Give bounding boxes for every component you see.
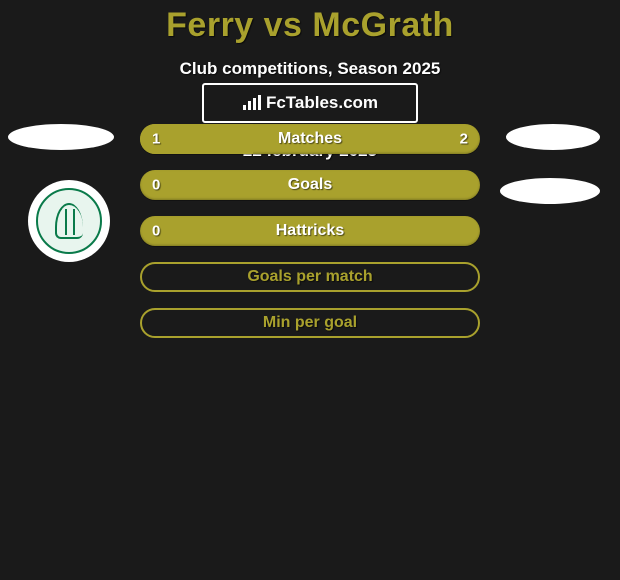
stat-left-value: 0 — [152, 177, 160, 194]
stat-bar-hattricks: 0 Hattricks — [140, 216, 480, 246]
bar-chart-icon — [242, 95, 262, 111]
comparison-bars: 1 2 Matches 0 Goals 0 Hattricks Goals per match… — [140, 124, 480, 354]
stat-label: Hattricks — [276, 222, 344, 240]
finn-harps-badge-icon — [36, 188, 102, 254]
stat-left-value: 0 — [152, 223, 160, 240]
club-badge-left — [28, 180, 110, 262]
player-left-placeholder-icon — [8, 124, 114, 150]
stat-right-value: 2 — [460, 131, 468, 148]
brand-text: FcTables.com — [266, 93, 378, 113]
player-right-placeholder-icon — [506, 124, 600, 150]
stat-bar-goals-per-match: Goals per match — [140, 262, 480, 292]
stat-bar-matches: 1 2 Matches — [140, 124, 480, 154]
player-right-club-placeholder-icon — [500, 178, 600, 204]
stat-label: Min per goal — [263, 314, 357, 332]
stat-bar-min-per-goal: Min per goal — [140, 308, 480, 338]
stat-label: Matches — [278, 130, 342, 148]
stat-label: Goals per match — [247, 268, 372, 286]
stat-left-value: 1 — [152, 131, 160, 148]
page-title: Ferry vs McGrath — [0, 0, 620, 45]
stat-label: Goals — [288, 176, 332, 194]
stat-bar-goals: 0 Goals — [140, 170, 480, 200]
brand-watermark: FcTables.com — [202, 83, 418, 123]
subtitle: Club competitions, Season 2025 — [0, 59, 620, 79]
